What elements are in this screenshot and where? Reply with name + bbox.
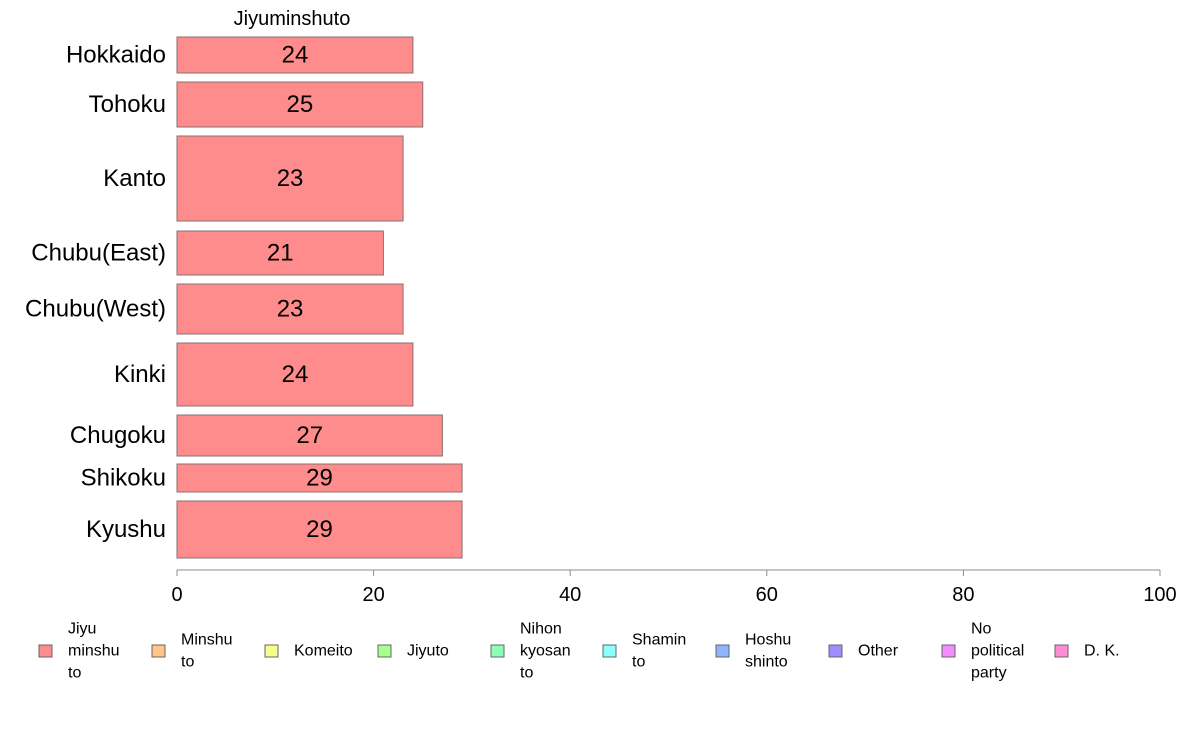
data-label: 21 — [267, 240, 294, 267]
legend-label: Komeito — [294, 643, 353, 660]
legend-label: shinto — [745, 654, 788, 671]
legend-swatch — [490, 644, 505, 658]
data-label: 29 — [306, 516, 333, 543]
legend-item: Nihon kyosan to — [490, 621, 571, 682]
bar-chubu-east- — [176, 230, 384, 276]
legend-swatch — [828, 644, 843, 658]
legend-swatch — [151, 644, 166, 658]
category-label: Hokkaido — [66, 42, 166, 69]
legend-swatch — [715, 644, 730, 658]
bar-kinki — [176, 342, 414, 407]
legend-label: Other — [858, 643, 899, 660]
legend-item: Other — [828, 643, 899, 660]
bar-kanto — [176, 135, 404, 222]
panel-title: Jiyuminshuto — [234, 8, 351, 30]
data-label: 23 — [277, 165, 304, 192]
legend-label: to — [520, 665, 533, 682]
data-label: 24 — [282, 42, 309, 69]
category-label: Kyushu — [86, 516, 166, 543]
category-label: Chubu(West) — [25, 296, 166, 323]
legend-swatch — [602, 644, 617, 658]
legend-label: minshu — [68, 643, 120, 660]
legend-item: Jiyuto — [377, 643, 449, 660]
legend-item: D. K. — [1054, 643, 1120, 660]
data-label: 25 — [287, 91, 314, 118]
legend-label: to — [181, 654, 194, 671]
x-tick-label: 60 — [756, 584, 778, 606]
legend-item: Shamin to — [602, 632, 686, 671]
data-label: 23 — [277, 296, 304, 323]
legend-swatch — [38, 644, 53, 658]
x-tick-label: 80 — [952, 584, 974, 606]
x-axis: 0 20 40 60 80 100 — [171, 569, 1177, 606]
legend-item: Hoshu shinto — [715, 632, 791, 671]
bar-shikoku — [176, 463, 463, 493]
bars-layer: Hokkaido 24 Tohoku 25 Kanto 23 Chubu(East) 21 Ch… — [25, 36, 463, 559]
legend-label: to — [632, 654, 645, 671]
legend-item: No political party — [941, 621, 1024, 682]
x-tick-label: 0 — [171, 584, 182, 606]
x-tick-label: 40 — [559, 584, 581, 606]
legend-label: D. K. — [1084, 643, 1120, 660]
category-label: Shikoku — [81, 465, 166, 492]
x-tick-label: 20 — [362, 584, 384, 606]
data-label: 29 — [306, 465, 333, 492]
legend-item: Komeito — [264, 643, 353, 660]
legend-label: Shamin — [632, 632, 686, 649]
category-label: Chubu(East) — [31, 240, 166, 267]
bar-tohoku — [176, 81, 424, 128]
legend-label: No — [971, 621, 992, 638]
category-label: Kanto — [103, 165, 166, 192]
legend-label: Jiyuto — [407, 643, 449, 660]
legend-label: kyosan — [520, 643, 571, 660]
legend-swatch — [264, 644, 279, 658]
x-tick-label: 100 — [1143, 584, 1176, 606]
legend-item: Jiyu minshu to — [38, 621, 120, 682]
data-label: 24 — [282, 361, 309, 388]
bar-chubu-west- — [176, 283, 404, 335]
category-label: Tohoku — [89, 91, 166, 118]
legend-label: political — [971, 643, 1024, 660]
bar-chugoku — [176, 414, 443, 457]
legend-label: party — [971, 665, 1007, 682]
legend: Jiyu minshu to Minshu to Komeito Jiyuto Nihon ky… — [38, 621, 1120, 682]
legend-label: Hoshu — [745, 632, 791, 649]
legend-swatch — [941, 644, 956, 658]
legend-swatch — [1054, 644, 1069, 658]
bar-hokkaido — [176, 36, 414, 74]
category-label: Chugoku — [70, 422, 166, 449]
legend-label: Minshu — [181, 632, 233, 649]
legend-label: Jiyu — [68, 621, 96, 638]
category-label: Kinki — [114, 361, 166, 388]
bar-kyushu — [176, 500, 463, 559]
legend-label: to — [68, 665, 81, 682]
legend-swatch — [377, 644, 392, 658]
legend-item: Minshu to — [151, 632, 233, 671]
legend-label: Nihon — [520, 621, 562, 638]
data-label: 27 — [296, 422, 323, 449]
